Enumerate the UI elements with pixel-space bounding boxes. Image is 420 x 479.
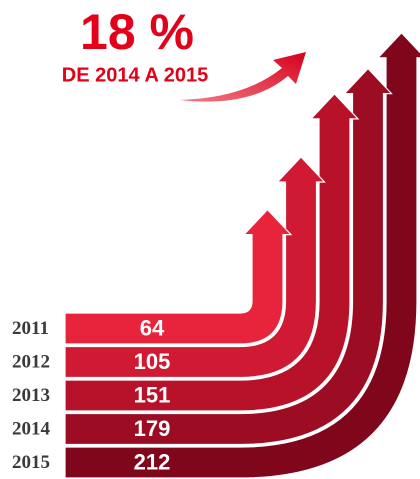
value-label: 64 [140, 315, 165, 340]
arrow-band [64, 156, 326, 379]
year-label: 2012 [12, 351, 50, 372]
year-label: 2015 [12, 452, 50, 473]
arrow-band [64, 31, 420, 479]
value-label: 179 [134, 416, 171, 441]
headline: 18 % [80, 4, 194, 60]
arrow-band [64, 208, 293, 345]
bands [64, 31, 420, 479]
growth-arrow [180, 52, 306, 102]
value-label: 105 [134, 349, 171, 374]
year-label: 2014 [12, 418, 51, 439]
value-label: 151 [134, 382, 171, 407]
year-label: 2013 [12, 385, 50, 406]
year-label: 2011 [12, 318, 49, 339]
value-label: 212 [134, 449, 171, 474]
arrow-band [64, 67, 393, 446]
arrow-band [64, 93, 360, 412]
subtitle: DE 2014 A 2015 [62, 64, 208, 86]
